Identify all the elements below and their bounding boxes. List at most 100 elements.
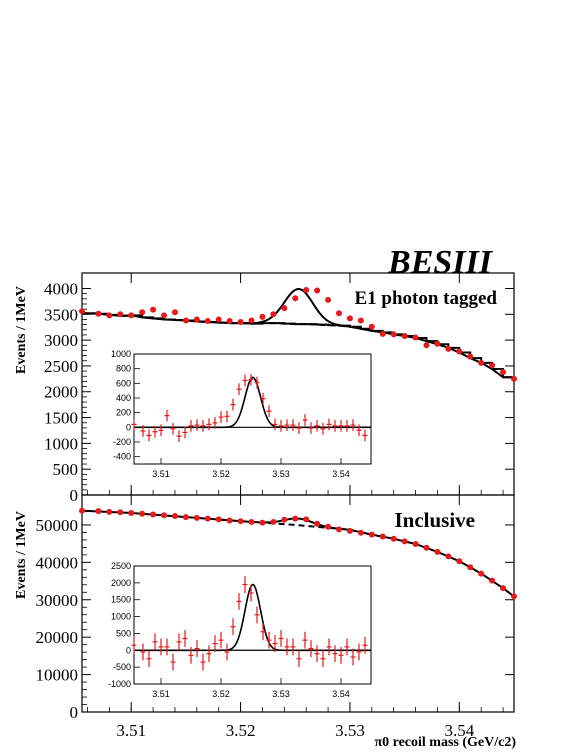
bottom-data-point bbox=[346, 527, 353, 534]
bottom-data-point bbox=[215, 516, 222, 523]
bottom-data-point bbox=[226, 517, 233, 524]
top-ytick-label: 2500 bbox=[44, 357, 78, 376]
top-inset-xtick-label: 3.54 bbox=[332, 469, 350, 479]
top-data-point bbox=[379, 330, 386, 337]
top-inset-xtick-label: 3.51 bbox=[152, 469, 170, 479]
bottom-data-point bbox=[106, 508, 113, 515]
top-data-point bbox=[215, 316, 222, 323]
top-annotation: E1 photon tagged bbox=[354, 288, 497, 309]
bottom-inset-fit-line bbox=[134, 583, 371, 652]
top-data-point bbox=[368, 323, 375, 330]
bottom-data-point bbox=[259, 519, 266, 526]
top-fit-line bbox=[81, 288, 514, 379]
bottom-data-point bbox=[401, 538, 408, 545]
bottom-ytick-label: 10000 bbox=[36, 666, 79, 685]
bottom-annotation: Inclusive bbox=[394, 508, 475, 532]
top-ytick-label: 3000 bbox=[44, 331, 78, 350]
top-data-point bbox=[117, 311, 124, 318]
top-data-point bbox=[346, 315, 353, 322]
bottom-data-point bbox=[117, 509, 124, 516]
top-data-point bbox=[500, 369, 507, 376]
top-data-point bbox=[150, 306, 157, 313]
bottom-data-point bbox=[139, 510, 146, 517]
bottom-inset-xtick-label: 3.54 bbox=[332, 689, 350, 699]
top-data-point bbox=[281, 305, 288, 312]
bottom-inset-xtick-label: 3.52 bbox=[212, 689, 230, 699]
bottom-data-point bbox=[95, 508, 102, 515]
top-data-point bbox=[292, 295, 299, 302]
top-data-point bbox=[259, 313, 266, 320]
top-panel: 05001000150020002500300035004000-400-200… bbox=[44, 272, 517, 505]
bottom-data-point bbox=[325, 523, 332, 530]
bottom-inset-xtick-label: 3.53 bbox=[272, 689, 290, 699]
top-data-point bbox=[423, 342, 430, 349]
bottom-data-point bbox=[303, 516, 310, 523]
experiment-label: BESIII bbox=[387, 244, 494, 281]
top-data-point bbox=[357, 317, 364, 324]
top-inset-ytick-label: 800 bbox=[116, 364, 131, 374]
bottom-data-point bbox=[248, 518, 255, 525]
bottom-data-point bbox=[467, 564, 474, 571]
bottom-data-point bbox=[478, 570, 485, 577]
bottom-xtick-label: 3.54 bbox=[444, 721, 474, 740]
bottom-data-point bbox=[434, 548, 441, 555]
bottom-data-point bbox=[314, 520, 321, 527]
top-data-point bbox=[204, 318, 211, 325]
bottom-data-point bbox=[336, 526, 343, 533]
bottom-data-point bbox=[128, 509, 135, 516]
top-data-point bbox=[412, 334, 419, 341]
top-ytick-label: 3500 bbox=[44, 305, 78, 324]
top-data-point bbox=[325, 296, 332, 303]
bottom-frame bbox=[81, 494, 515, 713]
top-data-point bbox=[445, 345, 452, 352]
bottom-ytick-label: 50000 bbox=[36, 516, 79, 535]
top-data-point bbox=[456, 348, 463, 355]
bottom-inset-ytick-label: 2500 bbox=[111, 561, 131, 571]
top-inset-ytick-label: -400 bbox=[113, 452, 131, 462]
bottom-inset-ytick-label: 500 bbox=[116, 628, 131, 638]
top-data-point bbox=[489, 362, 496, 369]
bottom-inset-ytick-label: 2000 bbox=[111, 578, 131, 588]
bottom-data-point bbox=[171, 512, 178, 519]
bottom-ytick-label: 20000 bbox=[36, 628, 79, 647]
top-data-point bbox=[390, 331, 397, 338]
top-inset-ytick-label: 200 bbox=[116, 408, 131, 418]
bottom-inset-ytick-label: -500 bbox=[113, 662, 131, 672]
bottom-data-point bbox=[150, 511, 157, 518]
bottom-data-point bbox=[489, 577, 496, 584]
bottom-background-dashed bbox=[218, 518, 383, 538]
top-ytick-label: 1000 bbox=[44, 434, 78, 453]
top-data-point bbox=[161, 312, 168, 319]
top-data-point bbox=[270, 311, 277, 318]
bottom-inset-ytick-label: 1000 bbox=[111, 612, 131, 622]
bottom-ytick-label: 40000 bbox=[36, 553, 79, 572]
bottom-data-point bbox=[423, 544, 430, 551]
top-data-point bbox=[248, 317, 255, 324]
top-data-point bbox=[182, 317, 189, 324]
top-y-axis-label: Events / 1MeV bbox=[14, 286, 29, 374]
top-data-point bbox=[434, 340, 441, 347]
top-data-point bbox=[193, 316, 200, 323]
top-data-point bbox=[106, 312, 113, 319]
top-ytick-label: 500 bbox=[53, 460, 79, 479]
top-ytick-label: 1500 bbox=[44, 409, 78, 428]
bottom-data-point bbox=[445, 553, 452, 560]
top-data-point bbox=[478, 359, 485, 366]
bottom-inset-ytick-label: 1500 bbox=[111, 595, 131, 605]
bottom-data-point bbox=[357, 529, 364, 536]
bottom-xtick-label: 3.53 bbox=[335, 721, 365, 740]
top-data-point bbox=[79, 308, 85, 315]
bottom-xtick-label: 3.51 bbox=[116, 721, 146, 740]
bottom-data-point bbox=[281, 516, 288, 523]
top-inset-xtick-label: 3.53 bbox=[272, 469, 290, 479]
bottom-inset-ytick-label: 0 bbox=[126, 645, 131, 655]
bottom-ytick-label: 30000 bbox=[36, 591, 79, 610]
bottom-data-point bbox=[412, 541, 419, 548]
bottom-panel: 0 10000 20000 30000 40000 50000 3.51 3.52 3.53 3.… bbox=[36, 494, 517, 740]
top-inset-ytick-label: 600 bbox=[116, 378, 131, 388]
top-data-point bbox=[226, 318, 233, 325]
bottom-data-point bbox=[511, 593, 517, 600]
top-data-point bbox=[128, 312, 135, 319]
x-axis-label: π0 recoil mass (GeV/c2) bbox=[374, 735, 516, 750]
